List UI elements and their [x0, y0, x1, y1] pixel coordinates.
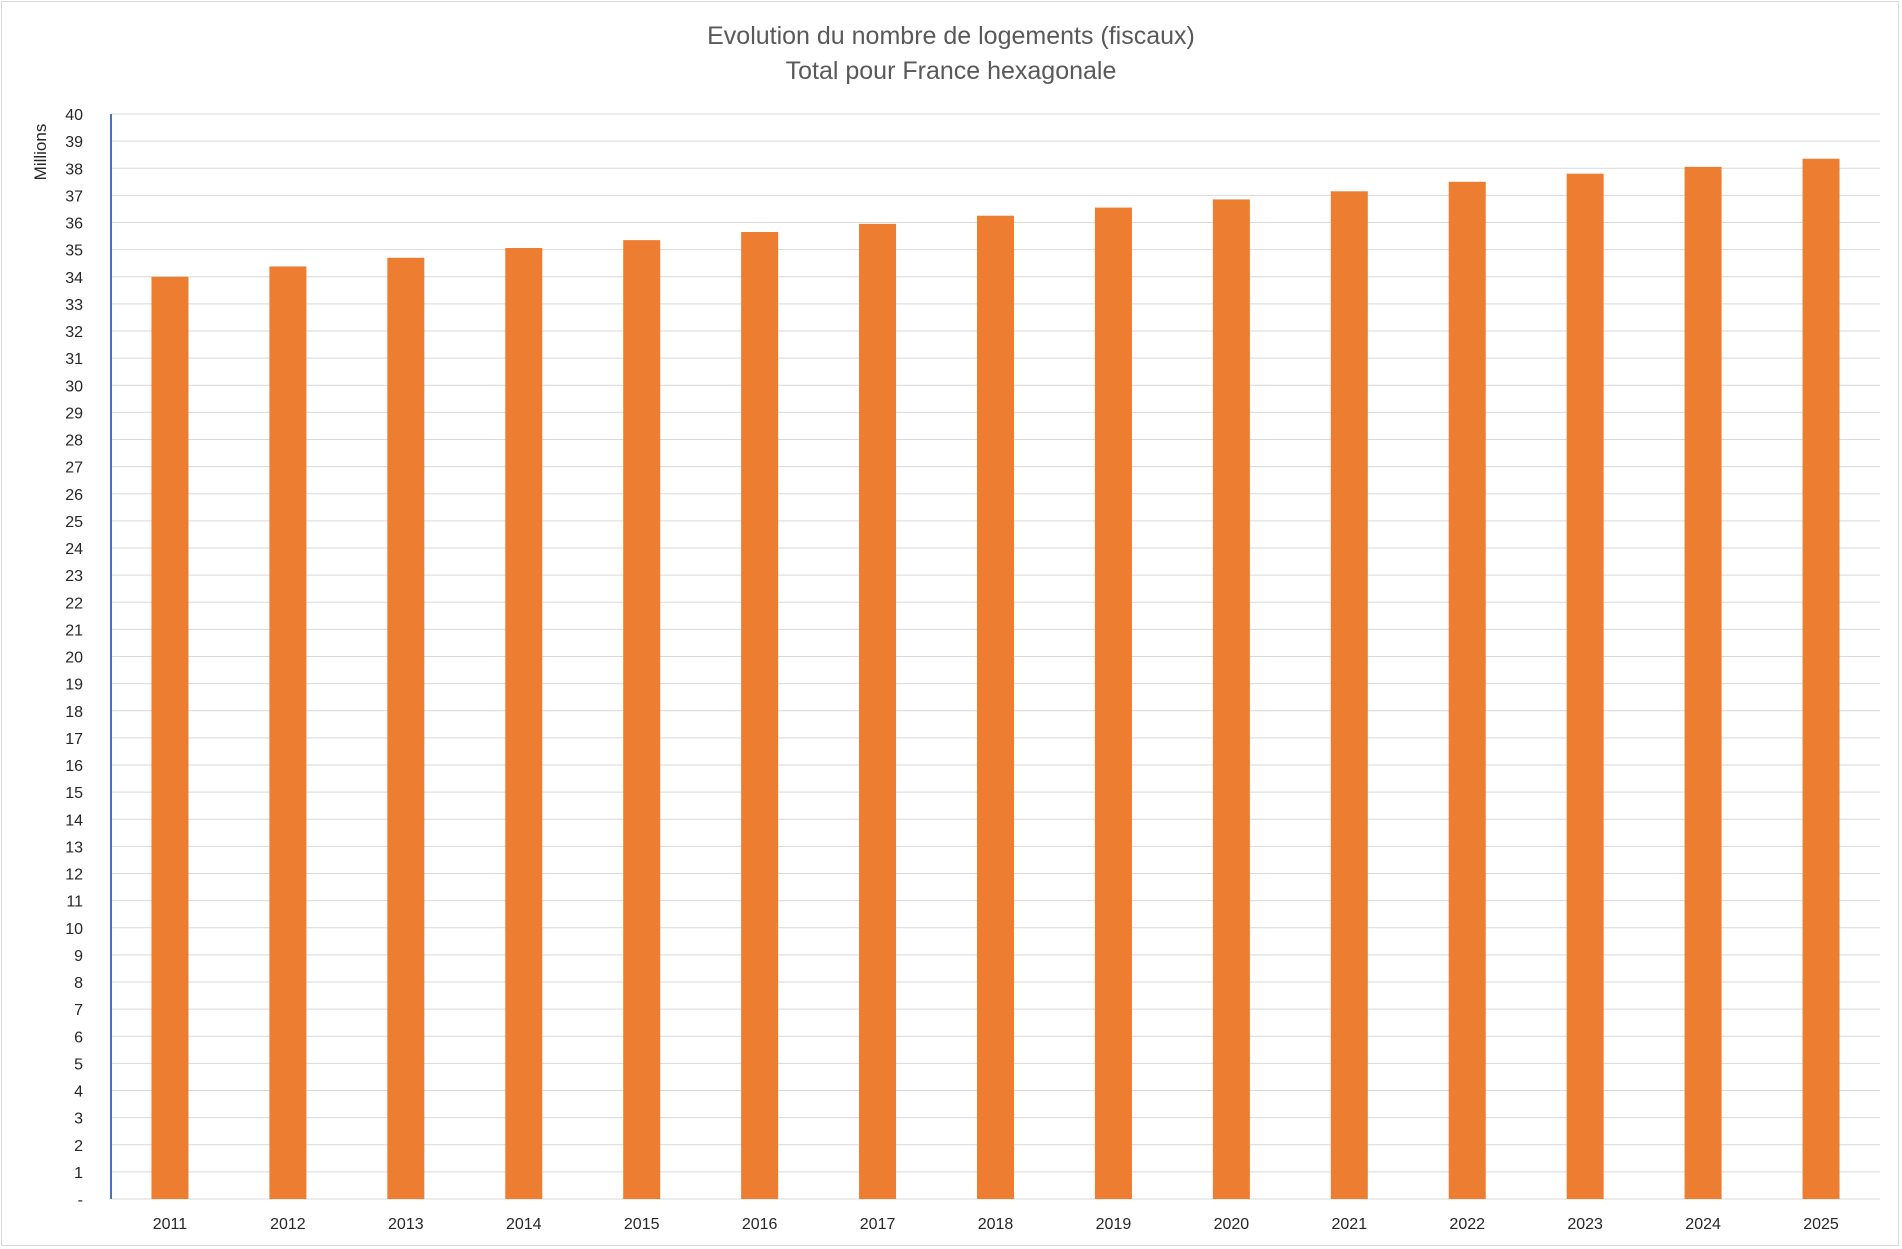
y-tick-label: 26 [65, 487, 83, 504]
y-tick-label: 16 [65, 758, 83, 775]
y-tick-label: 6 [74, 1029, 83, 1046]
y-tick-label: 7 [74, 1002, 83, 1019]
y-tick-label: 18 [65, 704, 83, 721]
bar-2022 [1448, 181, 1486, 1199]
x-tick-label: 2025 [1803, 1216, 1839, 1233]
y-tick-label: 22 [65, 595, 83, 612]
bar-2020 [1212, 199, 1250, 1200]
x-tick-label: 2017 [860, 1216, 896, 1233]
y-tick-label: 13 [65, 839, 83, 856]
x-tick-label: 2016 [742, 1216, 778, 1233]
bar-2013 [387, 257, 425, 1199]
y-tick-label: 5 [74, 1056, 83, 1073]
y-tick-label: 30 [65, 378, 83, 395]
y-tick-label: 20 [65, 650, 83, 667]
x-tick-label: 2020 [1214, 1216, 1250, 1233]
y-tick-labels: -123456789101112131415161718192021222324… [65, 107, 83, 1209]
x-tick-label: 2012 [270, 1216, 306, 1233]
bar-2025 [1802, 158, 1840, 1200]
x-tick-label: 2022 [1449, 1216, 1485, 1233]
y-tick-label: 14 [65, 812, 83, 829]
y-tick-label: - [78, 1192, 83, 1209]
bar-2012 [269, 266, 307, 1199]
y-axis-label: Millions [31, 124, 50, 181]
x-tick-label: 2019 [1096, 1216, 1132, 1233]
y-tick-label: 33 [65, 297, 83, 314]
y-tick-label: 21 [65, 622, 83, 639]
y-tick-label: 19 [65, 677, 83, 694]
y-tick-label: 35 [65, 243, 83, 260]
x-tick-label: 2014 [506, 1216, 542, 1233]
chart-subtitle: Total pour France hexagonale [786, 57, 1117, 85]
y-tick-label: 10 [65, 921, 83, 938]
y-tick-label: 4 [74, 1084, 83, 1101]
y-tick-label: 25 [65, 514, 83, 531]
y-tick-label: 24 [65, 541, 83, 558]
bar-2014 [505, 247, 543, 1199]
y-tick-label: 39 [65, 134, 83, 151]
x-tick-label: 2018 [978, 1216, 1014, 1233]
x-tick-label: 2021 [1332, 1216, 1368, 1233]
y-tick-label: 31 [65, 351, 83, 368]
x-tick-label: 2023 [1567, 1216, 1603, 1233]
y-tick-label: 8 [74, 975, 83, 992]
bar-2024 [1684, 166, 1722, 1199]
x-tick-label: 2013 [388, 1216, 424, 1233]
y-tick-label: 17 [65, 731, 83, 748]
y-tick-label: 1 [74, 1165, 83, 1182]
bar-2021 [1330, 191, 1368, 1199]
y-tick-label: 29 [65, 405, 83, 422]
bar-2016 [741, 231, 779, 1199]
y-tick-label: 3 [74, 1111, 83, 1128]
y-tick-label: 28 [65, 433, 83, 450]
y-tick-label: 23 [65, 568, 83, 585]
x-tick-labels: 2011 2012 2013 2014 2015 2016 2017 2018 2019 2020… [153, 1216, 1839, 1233]
y-tick-label: 32 [65, 324, 83, 341]
y-tick-label: 9 [74, 948, 83, 965]
x-tick-label: 2024 [1685, 1216, 1721, 1233]
bar-2015 [623, 240, 661, 1200]
y-tick-label: 12 [65, 867, 83, 884]
y-tick-label: 2 [74, 1138, 83, 1155]
y-tick-label: 34 [65, 270, 83, 287]
y-tick-label: 40 [65, 107, 83, 124]
y-tick-label: 37 [65, 188, 83, 205]
y-tick-label: 11 [66, 894, 83, 911]
bar-2019 [1094, 207, 1132, 1200]
x-tick-label: 2015 [624, 1216, 660, 1233]
bar-2023 [1566, 173, 1604, 1199]
x-tick-label: 2011 [153, 1216, 188, 1233]
bars [151, 158, 1840, 1200]
y-tick-label: 36 [65, 216, 83, 233]
bar-2011 [151, 276, 189, 1199]
y-tick-label: 15 [65, 785, 83, 802]
y-tick-label: 38 [65, 161, 83, 178]
bar-2017 [859, 223, 897, 1199]
bar-2018 [977, 215, 1014, 1199]
chart-title: Evolution du nombre de logements (fiscau… [707, 22, 1195, 50]
y-tick-label: 27 [65, 460, 83, 477]
